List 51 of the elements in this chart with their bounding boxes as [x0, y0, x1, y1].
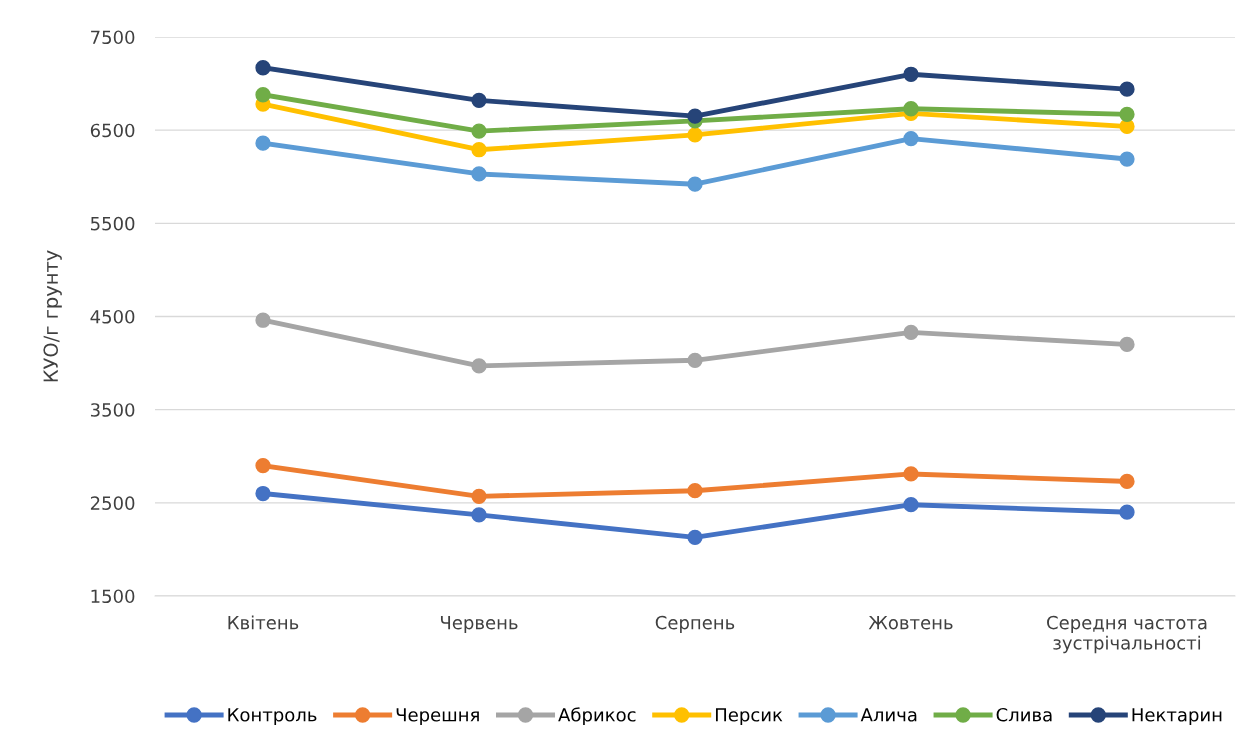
- point: [255, 135, 271, 151]
- y-tick-label: 1500: [91, 589, 135, 604]
- point: [903, 101, 919, 117]
- y-tick-label: 4500: [90, 309, 135, 324]
- point: [903, 324, 919, 340]
- y-tick-label: 3500: [90, 403, 135, 417]
- x-tick-label: Жовтень: [868, 616, 953, 630]
- point: [903, 130, 919, 147]
- point: [687, 108, 703, 124]
- point: [471, 488, 487, 504]
- point: [471, 142, 487, 158]
- legend-label: Абрикос: [558, 707, 636, 726]
- legend-label: Алича: [860, 708, 917, 722]
- point: [1119, 81, 1135, 97]
- x-tick-label: Червень: [440, 616, 518, 633]
- legend-label: Слива: [996, 707, 1052, 722]
- point: [1119, 504, 1135, 520]
- point: [687, 529, 703, 545]
- point: [903, 66, 919, 82]
- point: [471, 166, 487, 182]
- point: [471, 358, 487, 374]
- point: [255, 312, 271, 328]
- point: [471, 123, 487, 139]
- y-tick-label: 2500: [90, 496, 135, 510]
- point: [687, 352, 703, 368]
- point: [255, 87, 271, 103]
- point: [1119, 151, 1135, 167]
- point: [471, 92, 487, 108]
- y-axis-title: КУО/г грунту: [43, 250, 62, 382]
- legend-label: Персик: [715, 708, 783, 726]
- point: [255, 60, 271, 76]
- y-tick-label: 5500: [91, 216, 135, 231]
- y-tick-label: 7500: [91, 30, 135, 45]
- point: [903, 497, 919, 513]
- point: [1119, 106, 1135, 122]
- point: [1119, 473, 1135, 490]
- y-tick-label: 6500: [90, 123, 135, 138]
- legend-label: Нектарин: [1132, 708, 1222, 726]
- x-tick-label: Серпень: [655, 615, 735, 633]
- point: [903, 466, 919, 482]
- point: [687, 176, 703, 192]
- x-tick-label: Середня частота зустрічальності: [1047, 615, 1207, 654]
- point: [471, 507, 487, 523]
- legend-label: Черешня: [396, 708, 479, 726]
- point: [255, 485, 271, 502]
- legend-label: Контроль: [228, 708, 317, 726]
- point: [687, 483, 703, 499]
- x-tick-label: Квітень: [228, 615, 299, 630]
- point: [687, 127, 703, 143]
- point: [255, 457, 271, 474]
- point: [1119, 336, 1135, 353]
